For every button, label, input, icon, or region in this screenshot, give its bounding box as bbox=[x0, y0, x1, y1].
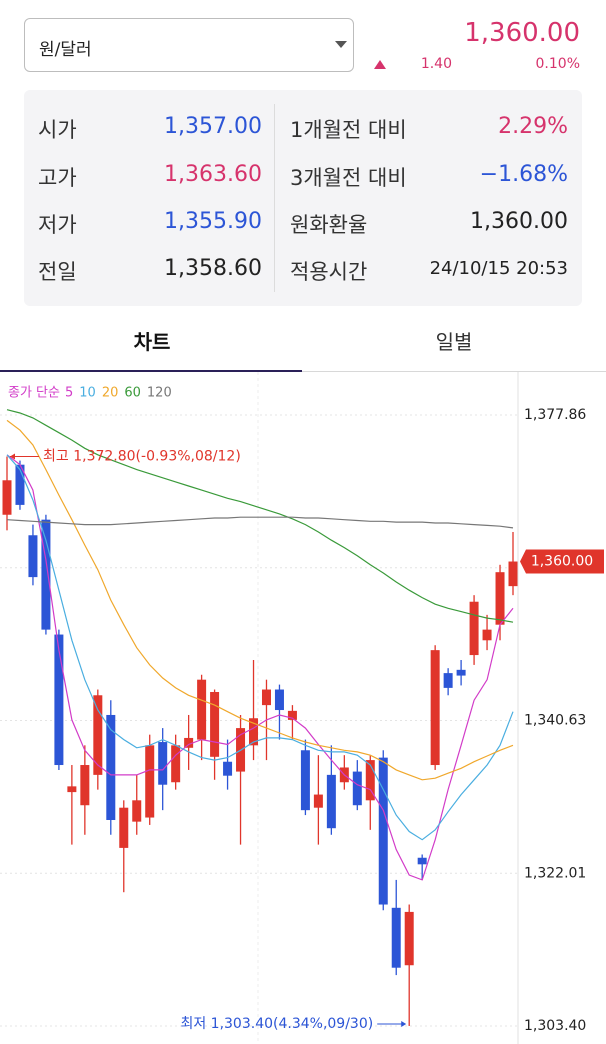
stat-value: 24/10/15 20:53 bbox=[429, 258, 568, 279]
legend-entry: 10 bbox=[79, 386, 96, 401]
y-tick-label: 1,322.01 bbox=[524, 865, 586, 881]
stat-value: −1.68% bbox=[479, 162, 568, 187]
stat-label: 저가 bbox=[38, 213, 77, 237]
stat-value: 1,360.00 bbox=[470, 209, 568, 234]
y-tick-label: 1,340.63 bbox=[524, 712, 586, 728]
ma-line bbox=[6, 516, 514, 529]
candle-body bbox=[326, 774, 336, 829]
legend-entry: 120 bbox=[147, 386, 172, 401]
candle-body bbox=[223, 761, 233, 776]
currency-select[interactable]: 원/달러 bbox=[24, 18, 354, 72]
divider bbox=[274, 104, 275, 292]
stats-panel: 시가 1,357.00 고가 1,363.60 저가 1,355.90 전일 1… bbox=[24, 90, 582, 306]
price-change: 1.40 bbox=[420, 56, 452, 72]
candle-body bbox=[469, 601, 479, 656]
candle-body bbox=[106, 714, 116, 821]
ma-line bbox=[6, 454, 514, 841]
legend-entry: 5 bbox=[65, 386, 73, 401]
candle-body bbox=[171, 745, 181, 783]
stat-label: 시가 bbox=[38, 118, 77, 142]
annotation: 최저 1,303.40(4.34%,09/30) bbox=[180, 1016, 373, 1032]
candle-body bbox=[132, 800, 142, 822]
candle-body bbox=[404, 911, 414, 966]
stat-label: 적용시간 bbox=[290, 260, 368, 284]
candle-body bbox=[456, 669, 466, 676]
tab-divider bbox=[0, 371, 606, 372]
candle-body bbox=[197, 679, 207, 740]
legend-title: 종가 단순 bbox=[8, 386, 60, 401]
candle-body bbox=[261, 689, 271, 706]
legend-entry: 60 bbox=[124, 386, 141, 401]
stat-value: 2.29% bbox=[498, 114, 568, 139]
candle-body bbox=[93, 695, 103, 775]
candle-body bbox=[287, 710, 297, 720]
candle-body bbox=[41, 519, 51, 630]
candle-body bbox=[67, 786, 77, 793]
stat-value: 1,355.90 bbox=[164, 209, 262, 234]
change-rate: 0.10% bbox=[535, 56, 580, 72]
candle-body bbox=[378, 757, 388, 905]
candle-body bbox=[158, 742, 168, 785]
candle-body bbox=[119, 807, 129, 848]
annotation-arrowhead bbox=[10, 453, 15, 460]
ma-line bbox=[6, 409, 514, 623]
legend-entry: 20 bbox=[102, 386, 119, 401]
tab-indicator bbox=[0, 370, 302, 372]
candle-body bbox=[184, 737, 194, 748]
candle-body bbox=[365, 760, 375, 801]
candle-body bbox=[249, 718, 259, 746]
candle-body bbox=[145, 745, 155, 818]
tab[interactable]: 차트 bbox=[133, 330, 171, 354]
candle-body bbox=[417, 857, 427, 865]
candle-body bbox=[430, 650, 440, 766]
candle-body bbox=[391, 907, 401, 968]
stat-value: 1,357.00 bbox=[164, 114, 262, 139]
candle-body bbox=[352, 771, 362, 806]
select-arrow bbox=[335, 41, 347, 48]
candle-body bbox=[274, 689, 284, 711]
stat-label: 1개월전 대비 bbox=[290, 118, 407, 142]
price-tag-label: 1,360.00 bbox=[531, 554, 593, 570]
candle-body bbox=[495, 572, 505, 625]
ma-line bbox=[6, 454, 514, 881]
candle-body bbox=[313, 794, 323, 808]
stat-label: 전일 bbox=[38, 260, 77, 284]
stat-value: 1,358.60 bbox=[164, 256, 262, 281]
candle-body bbox=[28, 535, 38, 578]
candle-body bbox=[443, 673, 453, 688]
ma-line bbox=[6, 419, 514, 781]
stat-value: 1,363.60 bbox=[164, 162, 262, 187]
select-label: 원/달러 bbox=[39, 40, 92, 60]
candle-body bbox=[482, 629, 492, 641]
candle-body bbox=[15, 464, 25, 505]
candle-body bbox=[54, 634, 64, 766]
current-price: 1,360.00 bbox=[464, 18, 580, 48]
price-tag bbox=[520, 549, 604, 574]
candle-body bbox=[2, 480, 12, 515]
up-icon bbox=[374, 60, 386, 69]
annotation-arrowhead bbox=[401, 1020, 407, 1027]
tab[interactable]: 일별 bbox=[435, 330, 473, 354]
candle-body bbox=[80, 765, 90, 806]
stat-label: 원화환율 bbox=[290, 213, 368, 237]
y-tick-label: 1,303.40 bbox=[524, 1018, 586, 1034]
candle-body bbox=[300, 750, 310, 811]
stat-label: 고가 bbox=[38, 166, 77, 190]
candle-body bbox=[508, 561, 518, 587]
y-tick-label: 1,377.86 bbox=[524, 407, 586, 423]
candle-body bbox=[210, 691, 220, 757]
annotation: 최고 1,372.80(-0.93%,08/12) bbox=[43, 448, 241, 464]
stat-label: 3개월전 대비 bbox=[290, 166, 407, 190]
